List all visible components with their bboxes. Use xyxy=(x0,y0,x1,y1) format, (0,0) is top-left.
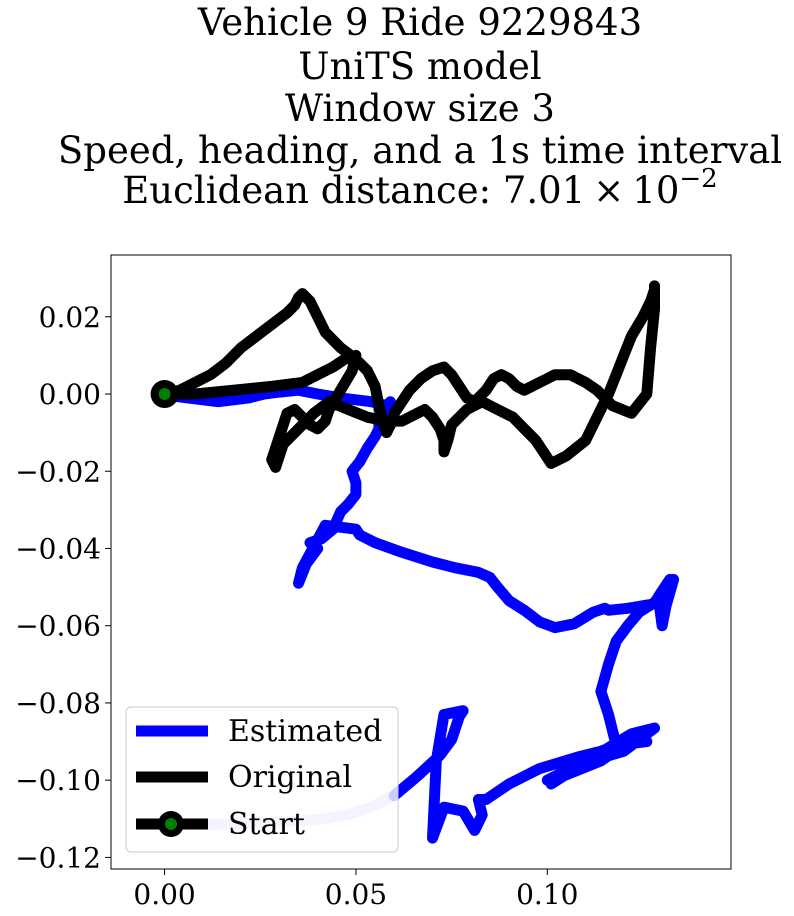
title-distance-base: 10 xyxy=(632,169,679,212)
title-line-3: Window size 3 xyxy=(285,87,555,130)
title-distance-mantissa: 7.01 xyxy=(503,169,585,212)
y-tick-label: −0.08 xyxy=(15,687,101,720)
y-tick-label: −0.04 xyxy=(15,532,101,565)
y-tick-label: −0.12 xyxy=(15,841,101,874)
chart-title: Vehicle 9 Ride 9229843 UniTS model Windo… xyxy=(58,1,782,212)
series-estimated-line xyxy=(159,384,680,844)
title-distance-label: Euclidean distance: xyxy=(122,169,503,212)
title-line-4: Speed, heading, and a 1s time interval xyxy=(58,129,782,172)
title-line-1: Vehicle 9 Ride 9229843 xyxy=(197,1,642,44)
title-line-2: UniTS model xyxy=(298,45,541,88)
y-tick-label: 0.00 xyxy=(39,378,101,411)
title-line-5: Euclidean distance: 7.01 × 10−2 xyxy=(122,164,717,212)
x-tick-label: 0.10 xyxy=(516,878,578,911)
legend-original-label: Original xyxy=(228,760,352,795)
title-distance-times: × xyxy=(593,169,624,212)
x-tick-label: 0.05 xyxy=(325,878,387,911)
y-tick-label: −0.06 xyxy=(15,610,101,643)
plot-frame xyxy=(110,254,732,870)
y-tick-label: −0.10 xyxy=(15,764,101,797)
legend-start-marker-center xyxy=(165,818,177,830)
y-tick-label: 0.02 xyxy=(39,301,101,334)
legend-estimated-label: Estimated xyxy=(228,714,382,749)
legend-start-label: Start xyxy=(228,807,305,842)
title-distance-exponent: −2 xyxy=(679,164,717,194)
y-tick-label: −0.02 xyxy=(15,455,101,488)
x-tick-label: 0.00 xyxy=(133,878,195,911)
start-marker-center xyxy=(158,388,171,401)
series-original-line xyxy=(159,280,660,473)
legend-box xyxy=(125,706,399,853)
legend: Estimated Original Start xyxy=(125,706,399,853)
axes: 0.00 0.05 0.10 0.02 0.00 −0.02 −0.04 −0.06 −0.08… xyxy=(15,301,578,911)
